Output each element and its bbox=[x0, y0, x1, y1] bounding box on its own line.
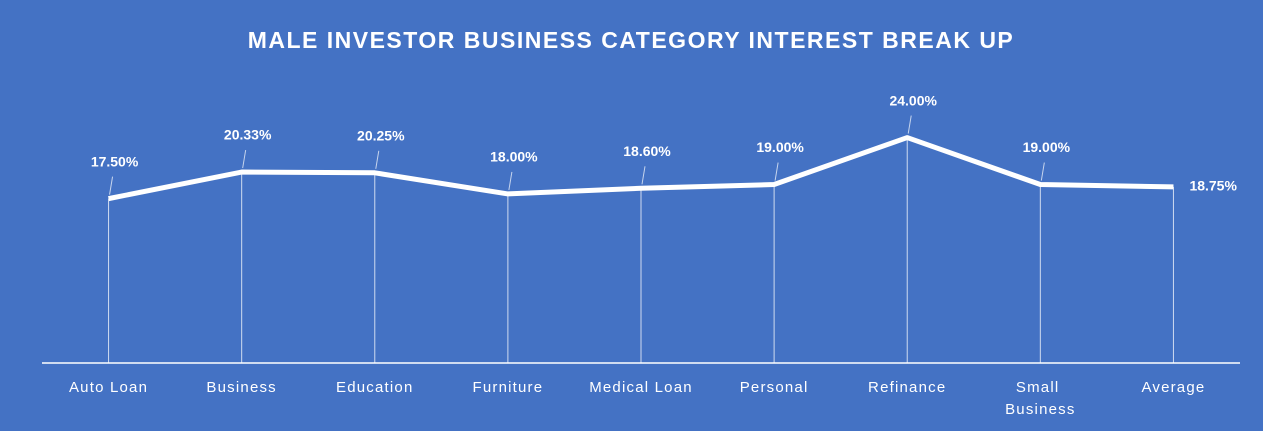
data-label: 17.50% bbox=[91, 153, 139, 169]
x-tick-label: Furniture bbox=[472, 379, 543, 396]
x-tick-label: Personal bbox=[740, 379, 809, 396]
x-tick-label: Education bbox=[336, 379, 414, 396]
data-label: 24.00% bbox=[889, 92, 937, 108]
data-label: 18.75% bbox=[1189, 178, 1237, 194]
leader-line bbox=[774, 162, 779, 181]
data-label: 18.60% bbox=[623, 143, 671, 159]
x-tick-label: Small Business bbox=[1005, 379, 1075, 418]
data-label: 20.33% bbox=[224, 127, 272, 143]
data-label: 19.00% bbox=[1023, 139, 1071, 155]
line bbox=[108, 135, 1174, 202]
chart-title: MALE INVESTOR BUSINESS CATEGORY INTEREST… bbox=[248, 27, 1015, 53]
leader-line bbox=[109, 176, 114, 195]
x-tick-label: Medical Loan bbox=[589, 379, 693, 396]
x-tick-label: Auto Loan bbox=[69, 379, 148, 396]
leader-line bbox=[907, 115, 912, 134]
x-tick-label: Refinance bbox=[868, 379, 946, 396]
data-label: 20.25% bbox=[357, 127, 405, 143]
x-tick-label: Business bbox=[206, 379, 276, 396]
leader-line bbox=[641, 166, 646, 185]
data-label: 18.00% bbox=[490, 149, 538, 165]
leader-line bbox=[1040, 162, 1045, 181]
leader-line bbox=[375, 150, 380, 169]
leader-line bbox=[508, 171, 513, 191]
data-label: 19.00% bbox=[756, 139, 804, 155]
x-tick-label: Average bbox=[1141, 379, 1205, 396]
leader-line bbox=[242, 149, 247, 169]
